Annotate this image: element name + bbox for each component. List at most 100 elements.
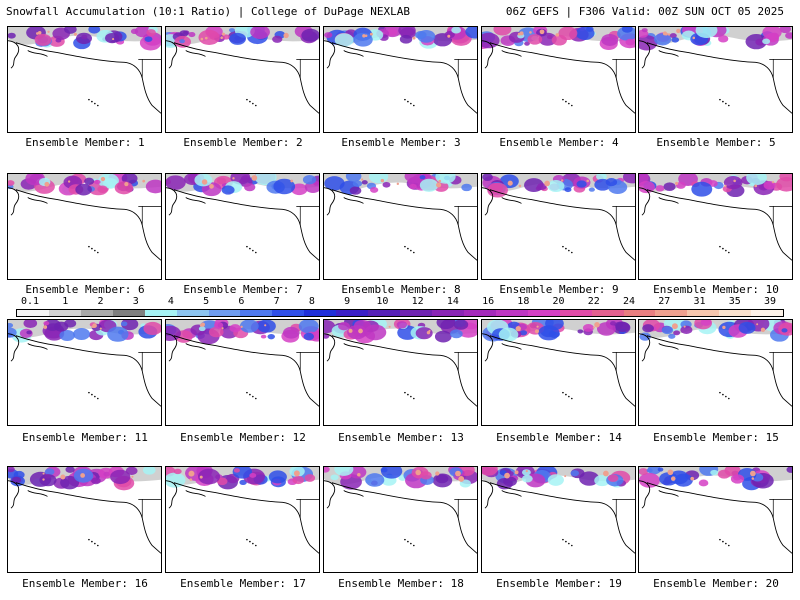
snowfall-map [639, 27, 792, 114]
snowfall-cell [625, 38, 635, 46]
coastline [8, 480, 161, 554]
hawaii-island [722, 247, 724, 250]
snowfall-cell [521, 469, 531, 476]
colorbar-tick-label: 0.1 [20, 296, 40, 307]
ensemble-member-label: Ensemble Member: 17 [180, 577, 306, 590]
hawaii-island [728, 251, 730, 254]
snowfall-cell [8, 32, 16, 39]
heavy-snowfall-cell [690, 476, 695, 481]
snowfall-cell [536, 183, 547, 190]
heavy-snowfall-cell [514, 470, 519, 475]
snowfall-cell [8, 467, 15, 473]
hawaii-island [246, 245, 248, 248]
hawaii-island [410, 102, 412, 105]
snowfall-cell [786, 467, 792, 473]
hawaii-island [97, 251, 99, 254]
hawaii-island [88, 391, 90, 394]
hawaii-island [404, 98, 406, 101]
colorbar-segment [751, 310, 784, 316]
coastline [324, 187, 477, 261]
snowfall-cell [197, 468, 221, 485]
snowfall-cell [596, 174, 607, 181]
heavy-snowfall-cell [142, 179, 146, 183]
colorbar-segment [400, 310, 432, 316]
heavy-snowfall-cell [447, 34, 451, 38]
snowfall-cell [610, 321, 617, 326]
snowfall-cell [303, 332, 315, 341]
ensemble-member-label: Ensemble Member: 9 [499, 283, 619, 296]
ensemble-member-label: Ensemble Member: 12 [180, 431, 306, 444]
snowfall-cell [718, 35, 729, 43]
heavy-snowfall-cell [290, 179, 294, 183]
colorbar-tick-label: 12 [411, 296, 424, 307]
snowfall-cell [621, 27, 633, 33]
snowfall-cell [615, 321, 630, 333]
snowfall-cell [188, 32, 196, 38]
snowfall-cell [419, 175, 426, 180]
snowfall-map [166, 467, 319, 554]
heavy-snowfall-cell [60, 474, 66, 480]
ensemble-member-label: Ensemble Member: 15 [653, 431, 779, 444]
hawaii-island [255, 251, 257, 254]
snowfall-cell [779, 174, 792, 182]
snowfall-map [482, 320, 635, 407]
snowfall-cell [298, 320, 319, 334]
snowfall-cell [257, 320, 276, 333]
hawaii-island [88, 98, 90, 101]
heavy-snowfall-cell [586, 179, 590, 183]
heavy-snowfall-cell [683, 325, 686, 328]
colorbar-segment [527, 310, 560, 316]
heavy-snowfall-cell [264, 324, 267, 327]
snowfall-cell [710, 469, 719, 476]
hawaii-island [571, 104, 573, 107]
hawaii-island [571, 397, 573, 400]
ensemble-member-label: Ensemble Member: 11 [22, 431, 148, 444]
snowfall-cell [781, 328, 788, 333]
snowfall-cell [723, 176, 743, 190]
snowfall-cell [324, 32, 333, 38]
heavy-snowfall-cell [664, 32, 668, 36]
snowfall-cell [105, 32, 120, 44]
political-boundary [454, 499, 477, 519]
ensemble-member-label: Ensemble Member: 16 [22, 577, 148, 590]
snowfall-cell [453, 320, 469, 330]
heavy-snowfall-cell [670, 476, 676, 481]
colorbar-tick-label: 24 [623, 296, 636, 307]
colorbar-segment [240, 310, 273, 316]
hawaii-island [568, 395, 570, 398]
snowfall-cell [65, 467, 75, 473]
snowfall-cell [110, 469, 131, 485]
ensemble-member-label: Ensemble Member: 14 [496, 431, 622, 444]
snowfall-cell [669, 33, 677, 39]
political-boundary [769, 206, 792, 226]
snowfall-map [324, 174, 477, 261]
ensemble-map-panel [7, 466, 162, 573]
snowfall-cell [229, 324, 241, 333]
snowfall-cell [272, 35, 283, 43]
snowfall-map [639, 174, 792, 261]
heavy-snowfall-cell [283, 32, 289, 39]
heavy-snowfall-cell [357, 472, 361, 477]
coastline [8, 333, 161, 407]
heavy-snowfall-cell [131, 475, 134, 478]
heavy-snowfall-cell [67, 180, 71, 183]
snowfall-cell [103, 178, 118, 189]
heavy-snowfall-cell [435, 471, 440, 476]
colorbar-segment [655, 310, 688, 316]
heavy-snowfall-cell [200, 322, 205, 327]
ensemble-member-label: Ensemble Member: 8 [341, 283, 461, 296]
hawaii-island [249, 100, 251, 103]
snowfall-cell [144, 36, 153, 43]
hawaii-island [565, 540, 567, 543]
snowfall-cell [361, 180, 368, 185]
hawaii-island [562, 538, 564, 541]
heavy-snowfall-cell [592, 326, 595, 329]
snowfall-cell [267, 334, 275, 340]
ensemble-member-label: Ensemble Member: 7 [183, 283, 303, 296]
snowfall-cell [345, 174, 362, 182]
heavy-snowfall-cell [535, 329, 539, 334]
heavy-snowfall-cell [754, 184, 758, 188]
colorbar-segment [495, 310, 528, 316]
heavy-snowfall-cell [529, 31, 532, 34]
heavy-snowfall-cell [455, 470, 461, 477]
